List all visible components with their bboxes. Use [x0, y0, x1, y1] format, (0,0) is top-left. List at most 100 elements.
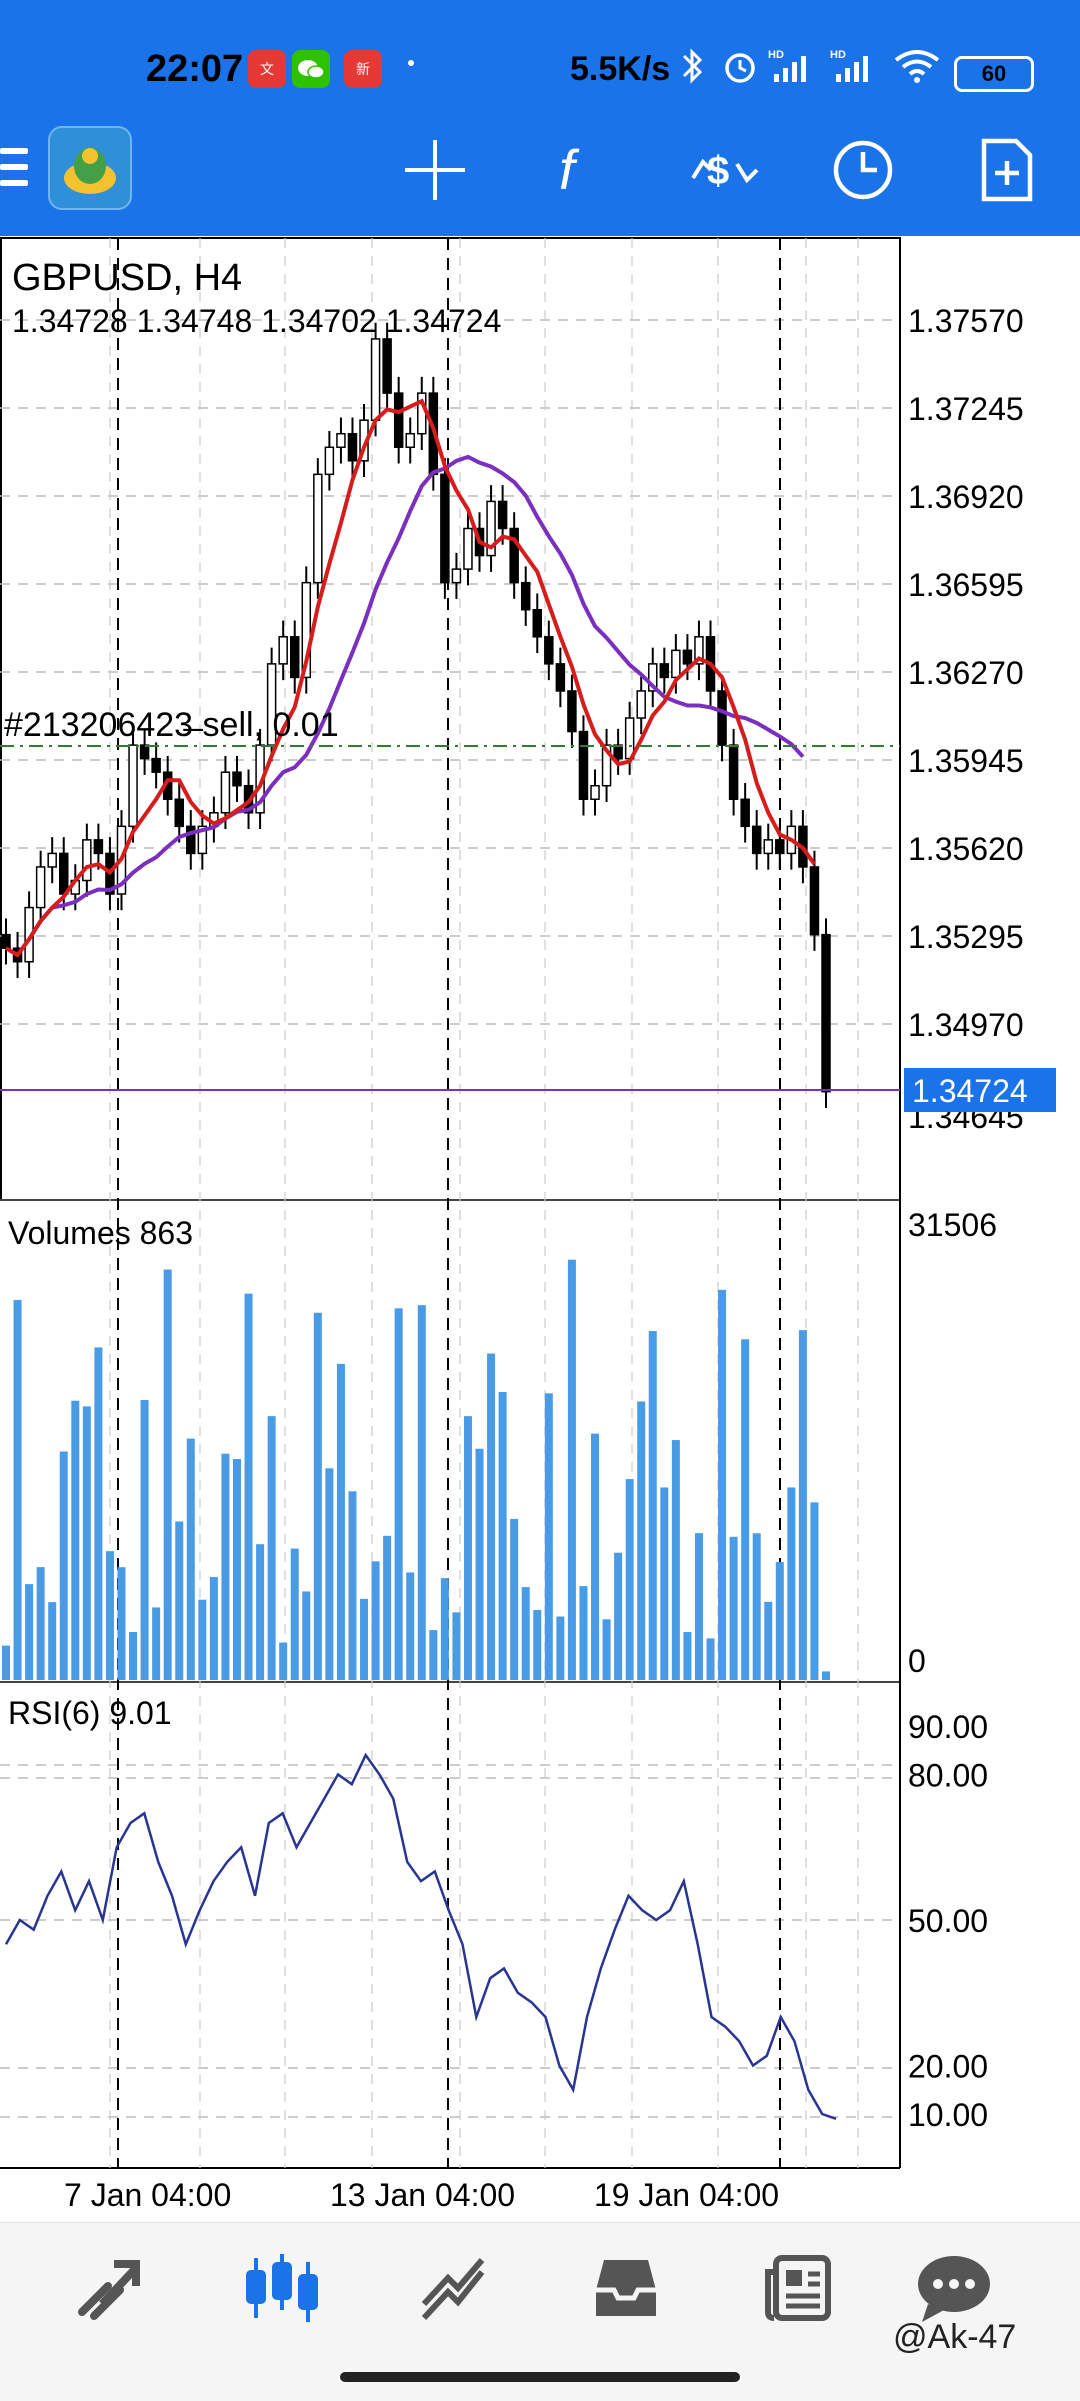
volume-bar: [232, 1459, 241, 1680]
candle-bear: [520, 581, 531, 611]
time-axis-label: 7 Jan 04:00: [64, 2177, 231, 2213]
volume-bar: [140, 1400, 149, 1680]
volume-bar: [267, 1416, 276, 1680]
volume-bar: [117, 1567, 126, 1680]
trade-icon[interactable]: $: [684, 130, 764, 210]
candle-bear: [347, 432, 358, 462]
volumes-label: Volumes 863: [8, 1215, 193, 1251]
volume-bar: [406, 1572, 415, 1680]
volume-bar: [579, 1586, 588, 1680]
ohlc-values: 1.34728 1.34748 1.34702 1.34724: [12, 303, 501, 339]
volume-bar: [602, 1619, 611, 1680]
current-price-badge: [904, 1068, 1056, 1112]
candle-bear: [93, 839, 104, 855]
price-tick-label: 1.36920: [908, 479, 1024, 515]
volume-bar: [175, 1521, 184, 1680]
volume-bar: [648, 1331, 657, 1680]
candle-bear: [544, 636, 554, 665]
candle-bull: [486, 500, 496, 557]
volume-bar: [394, 1308, 403, 1680]
nav-quotes-icon[interactable]: [60, 2248, 160, 2328]
nav-chart-icon[interactable]: [232, 2248, 332, 2328]
volume-bar: [2, 1645, 10, 1680]
candle-bear: [509, 527, 519, 584]
volume-bar: [787, 1487, 796, 1680]
app-logo-icon[interactable]: [48, 126, 132, 210]
volume-max-tick: 31506: [908, 1207, 997, 1243]
candle-bear: [682, 649, 693, 665]
candle-bull: [220, 771, 231, 814]
volume-bar: [822, 1671, 830, 1680]
chart-area[interactable]: 1.37570 1.37245 1.36920 1.36595 1.36270 1.359…: [0, 236, 1080, 2226]
volume-bar: [498, 1392, 507, 1680]
indicators-icon[interactable]: f: [542, 130, 612, 210]
volume-bar: [510, 1518, 519, 1680]
alarm-icon: [720, 46, 760, 86]
volume-bar: [533, 1609, 542, 1680]
volume-bar: [59, 1451, 68, 1680]
home-indicator[interactable]: [340, 2372, 740, 2382]
volume-bar: [798, 1330, 807, 1680]
candle-bull: [671, 649, 681, 679]
svg-text:$: $: [707, 149, 729, 193]
symbol-title: GBPUSD, H4: [12, 257, 242, 299]
crosshair-icon[interactable]: [400, 130, 470, 210]
volume-bar: [163, 1269, 172, 1680]
volume-bar: [290, 1548, 299, 1680]
candle-bull: [324, 446, 335, 476]
price-tick-label: 1.34970: [908, 1007, 1024, 1043]
wifi-icon: [892, 46, 942, 86]
price-tick-label: 1.35295: [908, 919, 1024, 955]
price-chart[interactable]: 1.37570 1.37245 1.36920 1.36595 1.36270 1.359…: [0, 236, 1080, 2226]
candle-bear: [58, 852, 69, 895]
candle-bear: [659, 663, 670, 679]
price-tick-label: 1.35620: [908, 831, 1024, 867]
volume-bar: [637, 1401, 646, 1680]
candle-bull: [601, 744, 612, 787]
rsi-tick-label: 90.00: [908, 1709, 988, 1745]
signal-hd-icon: HD: [830, 46, 880, 86]
volume-bar: [13, 1300, 22, 1680]
volume-bar: [521, 1587, 530, 1680]
candle-bear: [740, 798, 750, 828]
nav-history-icon[interactable]: [576, 2248, 676, 2328]
price-tick-label: 1.37570: [908, 303, 1024, 339]
timeframe-icon[interactable]: [828, 130, 898, 210]
order-line-label[interactable]: #213206423̶ sell, 0.01: [4, 706, 339, 744]
price-tick-label: 1.36595: [908, 567, 1024, 603]
nav-chat-icon[interactable]: [904, 2248, 1004, 2328]
new-order-icon[interactable]: [972, 130, 1042, 210]
candle-bear: [139, 744, 150, 760]
volume-bar: [614, 1552, 623, 1680]
price-tick-label: 1.35945: [908, 743, 1024, 779]
volume-bar: [302, 1591, 311, 1680]
candle-bull: [590, 784, 600, 801]
volume-bar: [729, 1536, 738, 1680]
volume-bar: [475, 1448, 484, 1680]
nav-news-icon[interactable]: [748, 2248, 848, 2328]
volume-bars: [2, 1259, 830, 1680]
volume-bar: [198, 1599, 207, 1680]
candle-bull: [763, 839, 774, 855]
volume-bar: [591, 1433, 600, 1680]
current-price-text: 1.34724: [912, 1073, 1028, 1109]
volume-bar: [313, 1312, 322, 1680]
ma-fast-path: [4, 398, 817, 958]
volume-bar: [452, 1612, 461, 1680]
rsi-path: [4, 1752, 837, 2120]
volume-bar: [152, 1607, 161, 1680]
rsi-tick-label: 10.00: [908, 2097, 988, 2133]
volume-bar: [417, 1305, 426, 1680]
volume-bar: [752, 1533, 761, 1680]
candle-bull: [35, 866, 46, 909]
volume-bar: [256, 1544, 265, 1680]
rsi-line: [4, 1752, 837, 2120]
volume-bar: [325, 1468, 334, 1680]
volume-bar: [775, 1562, 784, 1680]
volume-bar: [625, 1479, 634, 1680]
volume-bar: [440, 1578, 449, 1680]
menu-icon[interactable]: [0, 148, 28, 196]
chart-grid: [0, 238, 900, 2168]
nav-trade-icon[interactable]: [404, 2248, 504, 2328]
volume-bar: [221, 1453, 230, 1680]
